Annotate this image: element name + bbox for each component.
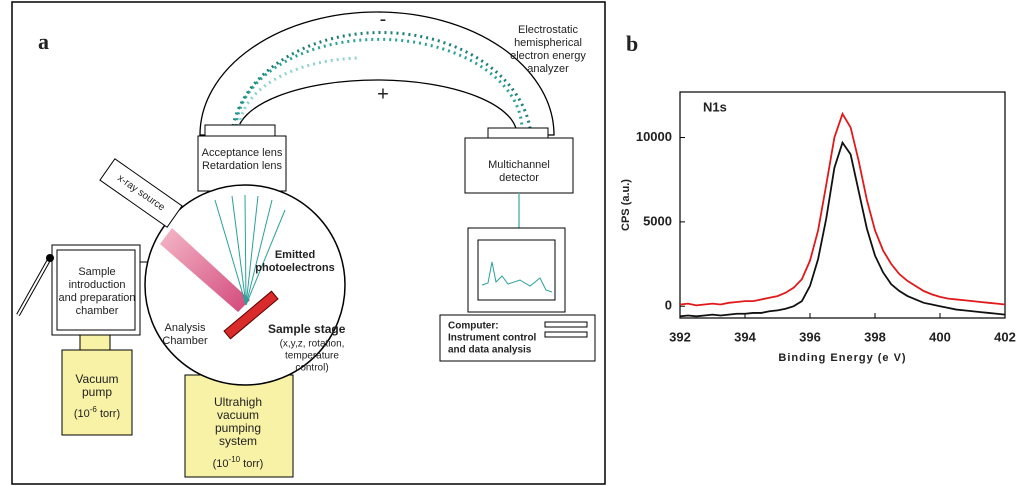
stage-detail: (x,y,z, rotation, (280, 339, 345, 350)
y-tick-label: 0 (665, 298, 672, 313)
analysis-chamber (144, 184, 346, 386)
polarity: - (380, 8, 387, 30)
drive-slot (544, 321, 588, 328)
detector-top (487, 127, 549, 140)
lens-label: Retardation lens (202, 160, 283, 172)
pressure-part: -10 (229, 455, 241, 464)
pressure-part: (10 (74, 408, 90, 420)
xray-source (99, 158, 183, 228)
pressure-part: torr) (97, 408, 120, 420)
intro-label: and preparation (58, 292, 135, 304)
intro-label: Sample (78, 266, 115, 278)
panel-label: a (38, 29, 49, 54)
y-tick-label: 5000 (643, 213, 672, 228)
sample-stage (223, 290, 279, 340)
computer-label: and data analysis (448, 345, 532, 356)
analyzer-arch (199, 11, 555, 136)
x-tick-label: 396 (799, 329, 821, 344)
x-tick-label: 392 (669, 329, 691, 344)
pressure-label: (10-10 torr) (213, 455, 264, 470)
emitted-rays (214, 194, 286, 306)
polarity: + (377, 83, 389, 105)
screen-spectrum (481, 261, 553, 293)
pressure-part: -6 (90, 405, 98, 414)
pump-label: pump (82, 385, 112, 399)
plot-frame (679, 91, 1006, 319)
analysis-label: Chamber (162, 335, 208, 347)
transfer-arm-inner (17, 257, 51, 316)
uhv-label: system (219, 434, 257, 448)
pump-label: Vacuum (75, 372, 118, 386)
analysis-label: Analysis (165, 322, 206, 334)
x-tick-label: 398 (864, 329, 886, 344)
chart-title: N1s (703, 99, 727, 114)
analyzer-label: analyzer (527, 63, 569, 75)
pump-box (61, 349, 133, 436)
x-tick-label: 402 (994, 329, 1016, 344)
intro-label: introduction (69, 279, 126, 291)
pressure-part: torr) (240, 458, 263, 470)
series-line (679, 111, 1006, 307)
analyzer-label: hemispherical (514, 37, 582, 49)
intro-label: chamber (76, 305, 119, 317)
x-axis-label: Binding Energy (e V) (778, 352, 906, 364)
intro-inner (56, 249, 136, 331)
arm-knob (46, 254, 54, 262)
lens-label: Acceptance lens (202, 147, 283, 159)
panel-frame (11, 1, 606, 485)
pump-neck (79, 334, 111, 351)
xray-beam (160, 228, 250, 312)
detector-label: detector (499, 172, 539, 184)
computer-label: Computer: (448, 321, 499, 332)
emitted-label: photoelectrons (255, 262, 334, 274)
analyzer-label: electron energy (510, 50, 586, 62)
stage-detail: control) (295, 363, 328, 374)
stage-detail: temperature (285, 351, 339, 362)
emitted-label: Emitted (275, 249, 315, 261)
stage-label: Sample stage (268, 322, 346, 336)
uhv-label: Ultrahigh (214, 395, 262, 409)
uhv-label: pumping (215, 421, 261, 435)
lens-top (204, 124, 276, 138)
lens-box (197, 135, 287, 192)
panel-label: b (626, 31, 638, 56)
uhv-box (184, 374, 294, 478)
uhv-label: vacuum (217, 408, 259, 422)
pressure-label: (10-6 torr) (74, 405, 120, 420)
detector-label: Multichannel (488, 159, 550, 171)
x-tick-label: 400 (929, 329, 951, 344)
pressure-part: (10 (213, 458, 229, 470)
y-axis-label: CPS (a.u.) (620, 179, 632, 231)
analyzer-label: Electrostatic (518, 24, 578, 36)
trajectory (234, 37, 524, 133)
y-tick-label: 10000 (636, 129, 672, 144)
drive-slot (544, 331, 588, 338)
computer-label: Instrument control (448, 333, 537, 344)
screen (477, 239, 556, 301)
series-line (679, 140, 1006, 318)
x-tick-label: 394 (734, 329, 756, 344)
